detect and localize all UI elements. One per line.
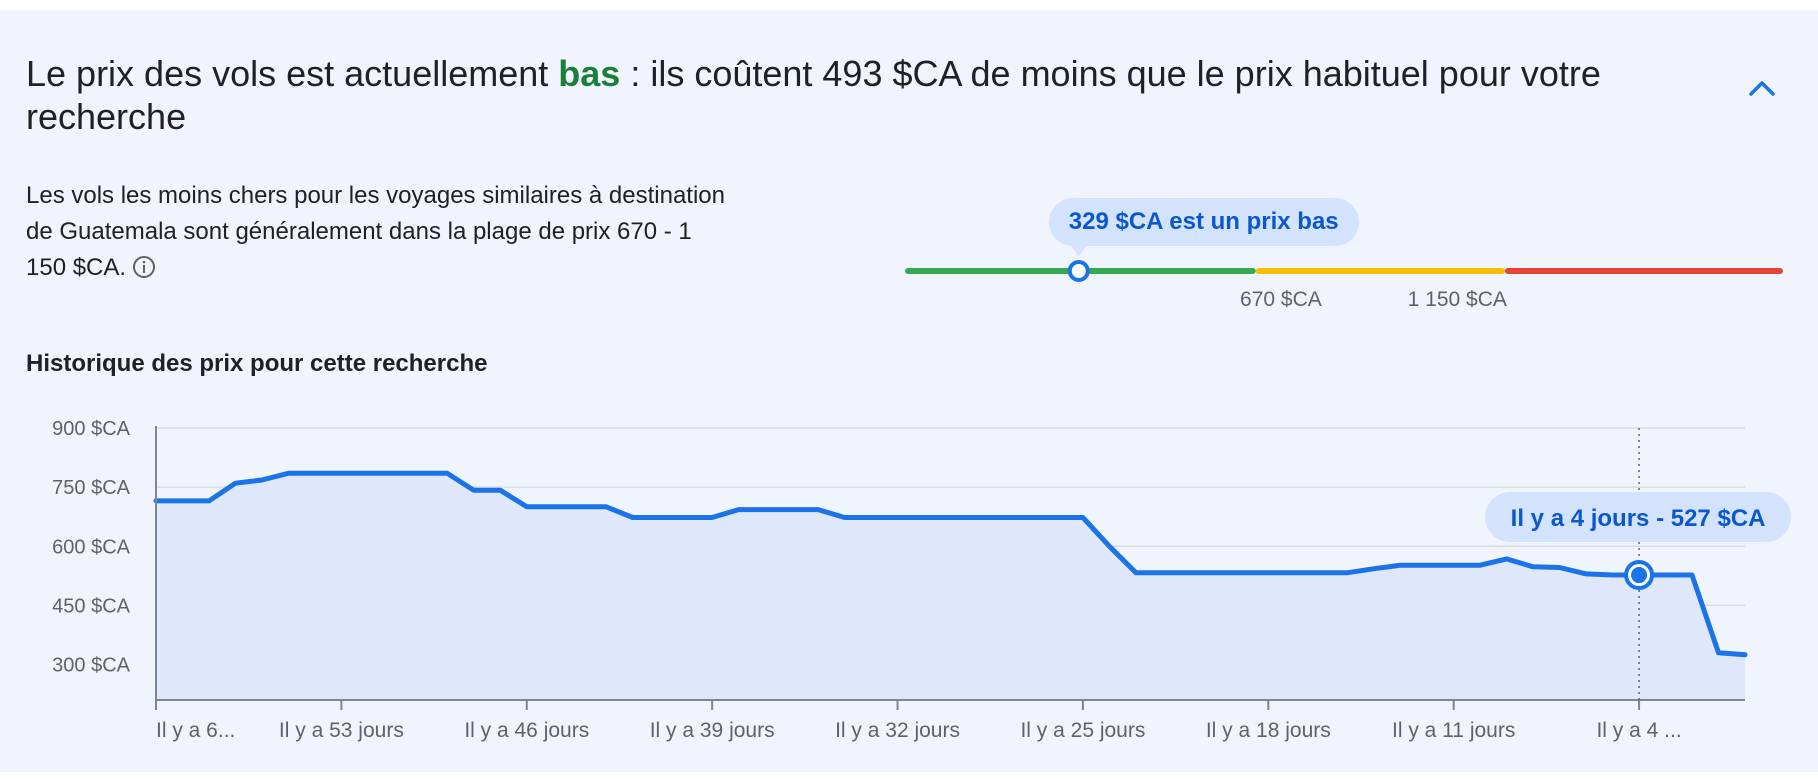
price-area-fill — [156, 473, 1745, 700]
price-history-chart[interactable]: 900 $CA 750 $CA 600 $CA 450 $CA 300 $CA Il y … — [0, 400, 1818, 772]
price-level-highlight: bas — [558, 53, 621, 94]
price-insights-card: Le prix des vols est actuellement bas : … — [0, 10, 1818, 772]
y-tick-label: 900 $CA — [52, 418, 130, 440]
x-tick-label: Il y a 11 jours — [1392, 719, 1515, 742]
x-tick-label: Il y a 46 jours — [464, 719, 589, 742]
x-tick-label: Il y a 53 jours — [279, 719, 404, 742]
info-icon[interactable] — [132, 254, 156, 290]
price-range-meter: 329 $CA est un prix bas 670 $CA 1 150 $C… — [900, 190, 1790, 320]
selected-point-marker — [1631, 567, 1648, 584]
current-price-bubble: 329 $CA est un prix bas — [1048, 198, 1359, 246]
low-range-label: 670 $CA — [1240, 288, 1322, 311]
x-tick-label: Il y a 32 jours — [835, 719, 960, 742]
price-tooltip-text: Il y a 4 jours - 527 $CA — [1511, 505, 1766, 532]
x-tick-label: Il y a 6... — [156, 719, 235, 742]
current-price-bubble-text: 329 $CA est un prix bas — [1068, 208, 1339, 235]
chevron-up-icon — [1749, 81, 1775, 96]
y-tick-label: 750 $CA — [52, 477, 130, 499]
price-history-title: Historique des prix pour cette recherche — [26, 350, 488, 377]
price-line — [153, 470, 1748, 658]
y-tick-label: 600 $CA — [52, 536, 130, 558]
x-tick-label: Il y a 18 jours — [1206, 719, 1331, 742]
price-insight-headline: Le prix des vols est actuellement bas : … — [26, 52, 1666, 138]
x-tick-label: Il y a 25 jours — [1020, 719, 1145, 742]
current-price-marker — [1067, 260, 1090, 282]
bubble-pointer — [1070, 246, 1087, 256]
high-range-label: 1 150 $CA — [1407, 288, 1507, 311]
range-meter-bar — [905, 246, 1783, 282]
y-tick-label: 450 $CA — [52, 595, 130, 617]
x-tick-label: Il y a 39 jours — [650, 719, 775, 742]
description-text: Les vols les moins chers pour les voyage… — [26, 182, 725, 281]
price-range-description: Les vols les moins chers pour les voyage… — [26, 178, 726, 290]
headline-text-end: : ils coûtent 493 $CA de moins que le pr… — [26, 53, 1601, 137]
y-tick-label: 300 $CA — [52, 655, 130, 677]
headline-text-start: Le prix des vols est actuellement — [26, 53, 559, 94]
x-tick-label: Il y a 4 ... — [1596, 719, 1681, 742]
price-tooltip — [1485, 492, 1792, 543]
collapse-button[interactable] — [1740, 66, 1784, 110]
